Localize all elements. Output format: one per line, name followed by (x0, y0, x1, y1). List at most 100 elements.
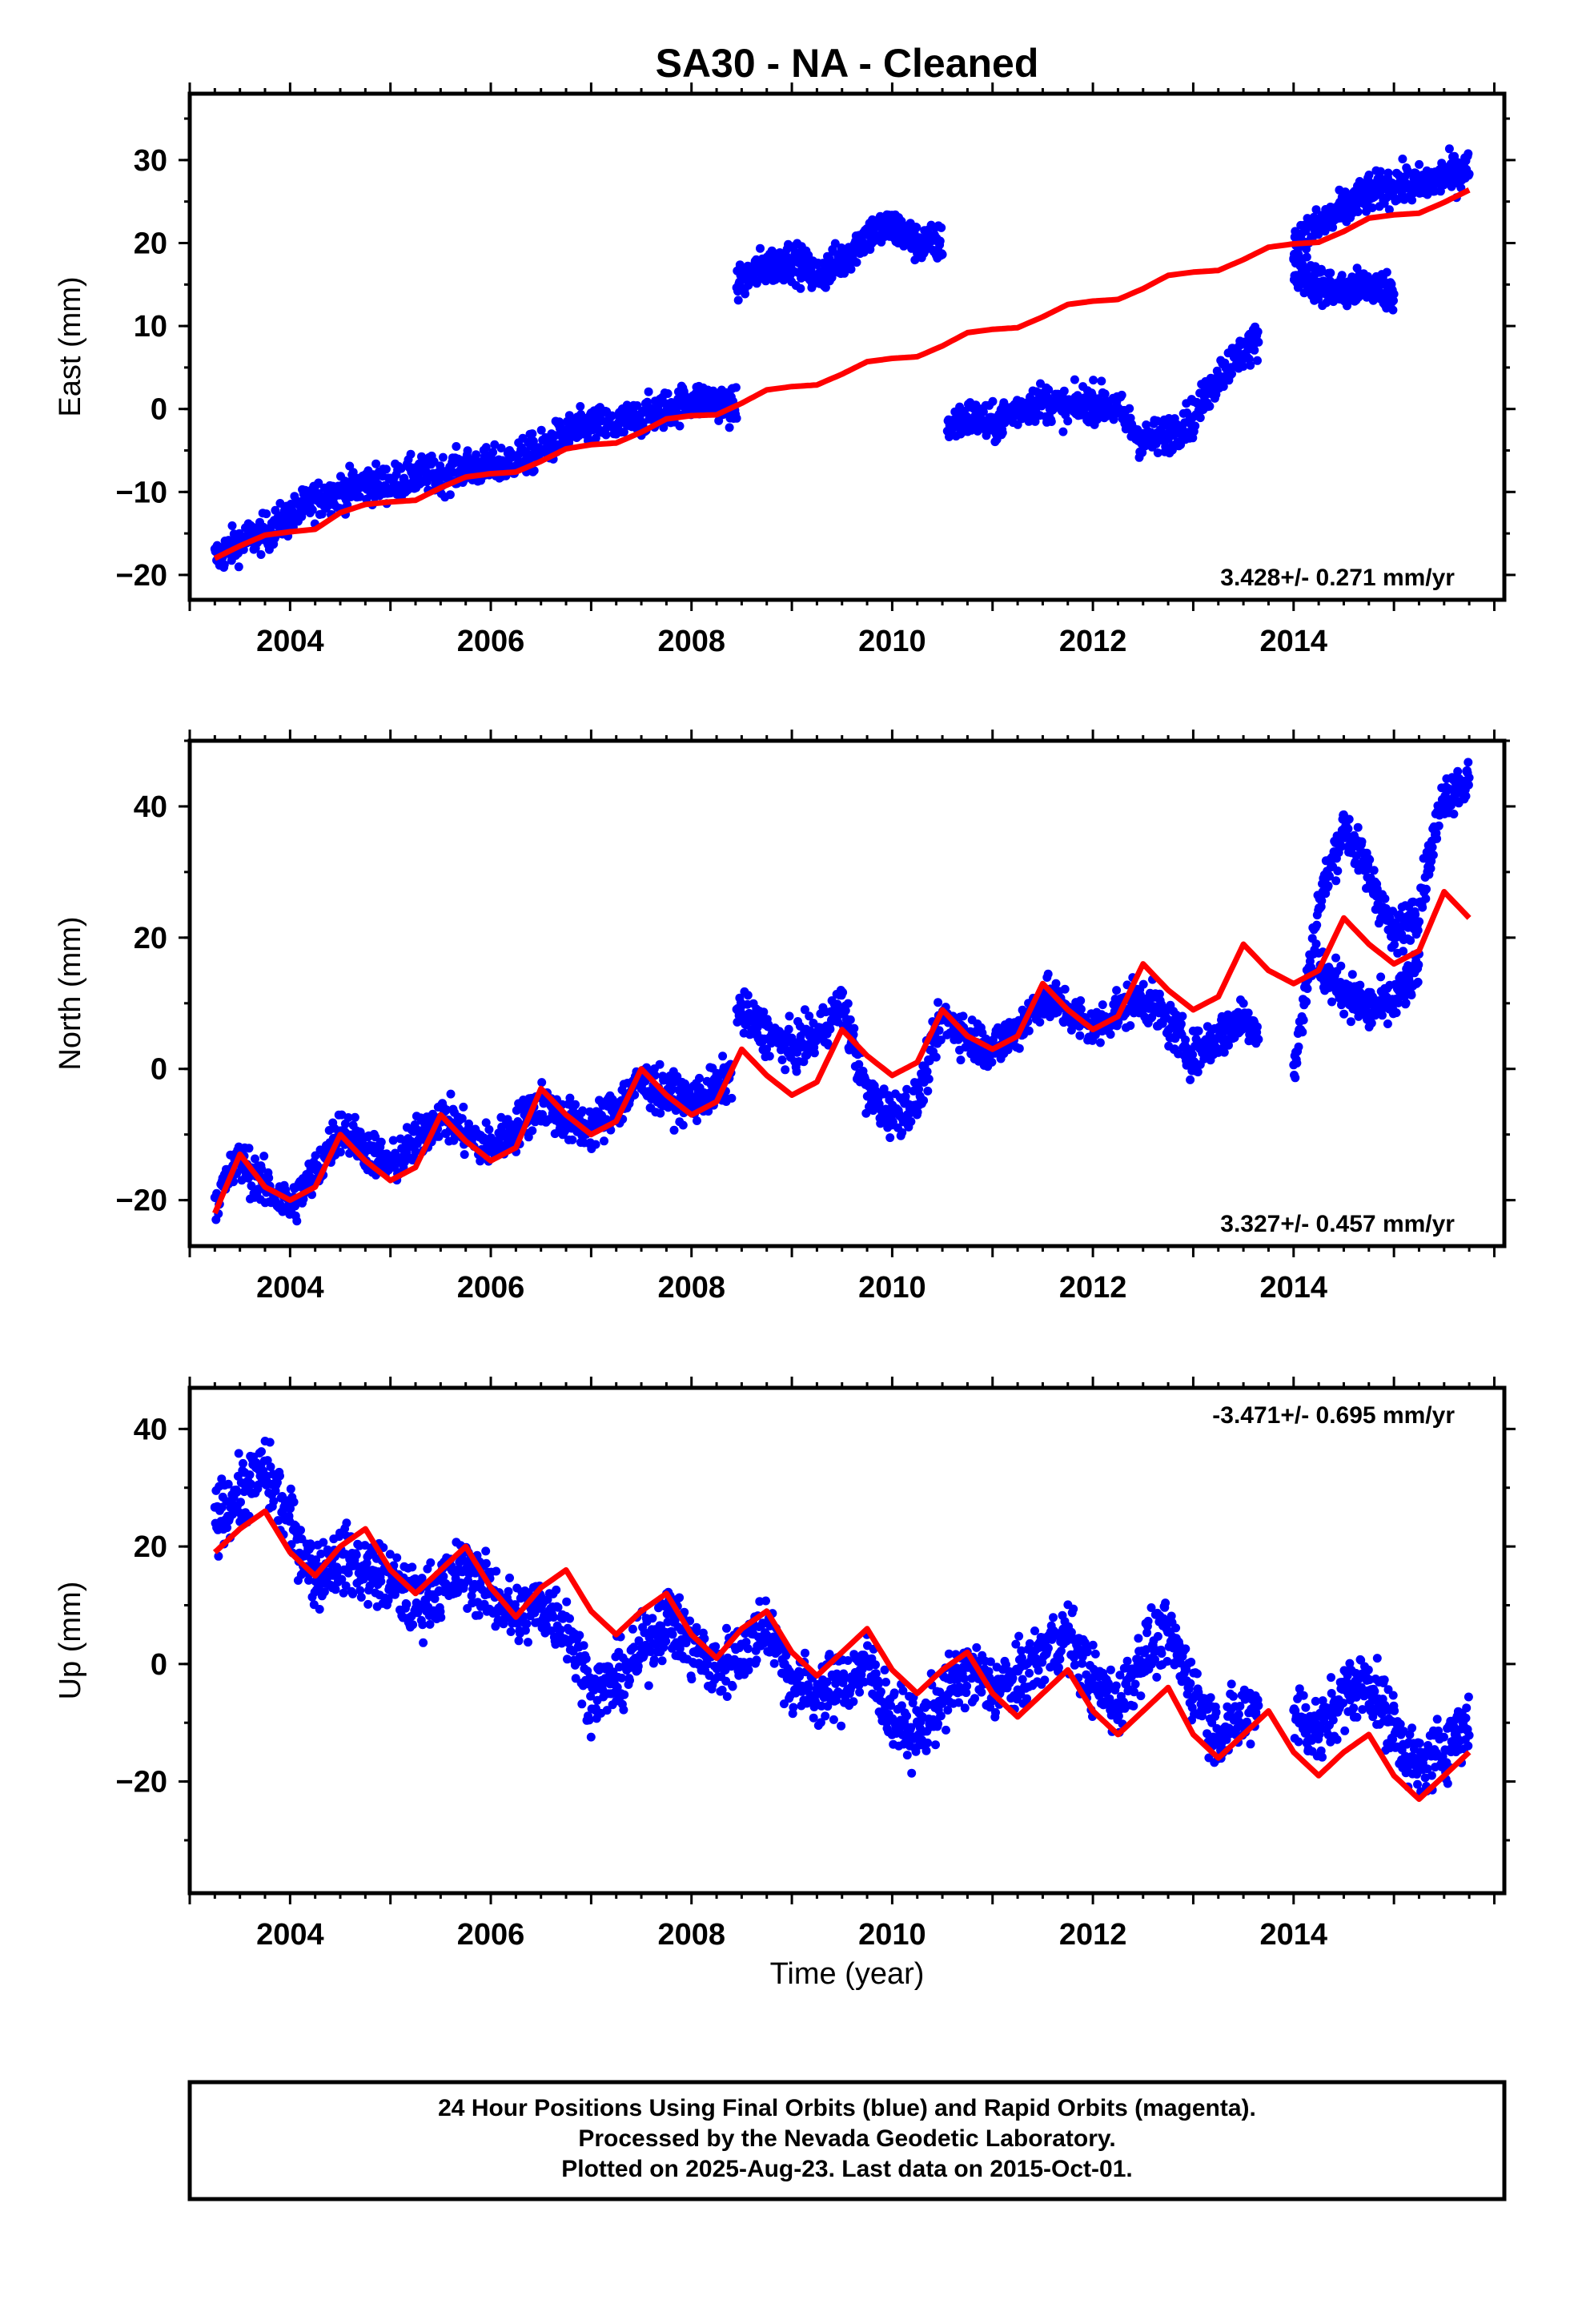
data-point (987, 1057, 997, 1067)
east-panel: 2004 2006 2008 2010 2012 2014−20−100102030Eas… (54, 82, 1516, 658)
data-point (1394, 998, 1403, 1007)
x-tick-label: 2010 (858, 1271, 926, 1305)
y-tick-label: 0 (151, 1053, 167, 1087)
data-point (1193, 1068, 1203, 1077)
data-point (1346, 1017, 1355, 1027)
data-point (809, 1048, 819, 1058)
data-point (1355, 980, 1365, 990)
data-point (355, 492, 364, 501)
data-point (1097, 376, 1106, 386)
data-point (1239, 999, 1248, 1008)
data-point (1293, 247, 1303, 257)
data-point (256, 550, 266, 559)
data-point (1461, 791, 1471, 801)
model-fit-line (212, 889, 1472, 1215)
data-point (718, 1051, 728, 1061)
data-point (1043, 969, 1053, 979)
data-point (564, 411, 574, 420)
data-point (1407, 991, 1416, 999)
data-point (838, 987, 848, 997)
data-point (1357, 837, 1367, 846)
data-point (796, 283, 805, 293)
data-point (727, 1093, 737, 1103)
data-point (938, 250, 947, 259)
data-point (1106, 1030, 1115, 1039)
x-tick-label: 2004 (256, 1271, 324, 1305)
data-point (1058, 427, 1068, 436)
data-point (1428, 850, 1438, 860)
velocity-rate-label: 3.428+/- 0.271 mm/yr (1220, 565, 1455, 591)
data-point (825, 1024, 835, 1034)
data-point (1383, 168, 1393, 178)
data-point (438, 452, 448, 462)
chart-title: SA30 - NA - Cleaned (656, 41, 1039, 86)
data-point (1453, 766, 1463, 776)
data-point (1195, 413, 1205, 423)
data-point (1219, 382, 1228, 392)
data-point (732, 413, 741, 423)
data-point (1323, 881, 1333, 891)
data-point (1030, 416, 1040, 426)
data-point (659, 423, 669, 432)
data-point (436, 461, 445, 471)
data-point (1188, 1050, 1198, 1059)
data-point (307, 505, 317, 515)
data-point (1464, 758, 1473, 767)
x-tick-label: 2008 (657, 1271, 725, 1305)
data-point (841, 1006, 850, 1015)
data-point (234, 562, 243, 572)
data-point (265, 1437, 275, 1447)
data-point (901, 1092, 910, 1101)
data-point (1219, 1047, 1229, 1057)
data-point (1126, 1021, 1135, 1031)
data-point (335, 1148, 345, 1157)
data-point (934, 1026, 944, 1035)
data-point (481, 1118, 491, 1128)
x-tick-label: 2014 (1260, 1271, 1328, 1305)
data-point (406, 449, 416, 459)
data-point (1311, 205, 1321, 215)
data-point (897, 1128, 907, 1137)
data-point (1098, 1000, 1107, 1010)
data-point (314, 478, 323, 488)
data-point (785, 1011, 794, 1021)
data-point (459, 1102, 468, 1112)
data-point (292, 1216, 302, 1226)
data-point (1407, 195, 1417, 205)
data-point (371, 1132, 380, 1142)
data-point (257, 1164, 267, 1174)
data-point (1393, 195, 1403, 204)
data-point (536, 425, 546, 435)
data-point (912, 223, 921, 232)
data-point (1367, 203, 1377, 212)
y-tick-label: 20 (134, 922, 167, 955)
data-point (1391, 1008, 1401, 1018)
data-point (1246, 360, 1255, 370)
data-point (1389, 296, 1398, 305)
data-point (460, 1150, 469, 1160)
data-point (931, 1052, 941, 1062)
data-point (262, 509, 271, 519)
data-point (1353, 822, 1363, 832)
data-point (1035, 1017, 1045, 1027)
data-point (1066, 1025, 1076, 1035)
data-point (445, 490, 455, 500)
x-tick-label: 2012 (1059, 625, 1127, 658)
data-point (1051, 979, 1061, 988)
data-point (537, 1078, 547, 1088)
data-point (442, 1105, 452, 1115)
data-point (733, 296, 743, 305)
x-tick-label: 2012 (1059, 1271, 1127, 1305)
data-point (845, 1015, 855, 1024)
data-point (1337, 271, 1347, 280)
data-point (784, 1024, 793, 1034)
y-tick-label: 0 (151, 393, 167, 427)
data-point (232, 1487, 242, 1497)
data-point (591, 1140, 600, 1149)
data-point (490, 440, 500, 449)
data-point (1375, 167, 1385, 176)
data-point (937, 223, 946, 232)
data-point (805, 1011, 814, 1021)
data-point (1422, 884, 1431, 894)
